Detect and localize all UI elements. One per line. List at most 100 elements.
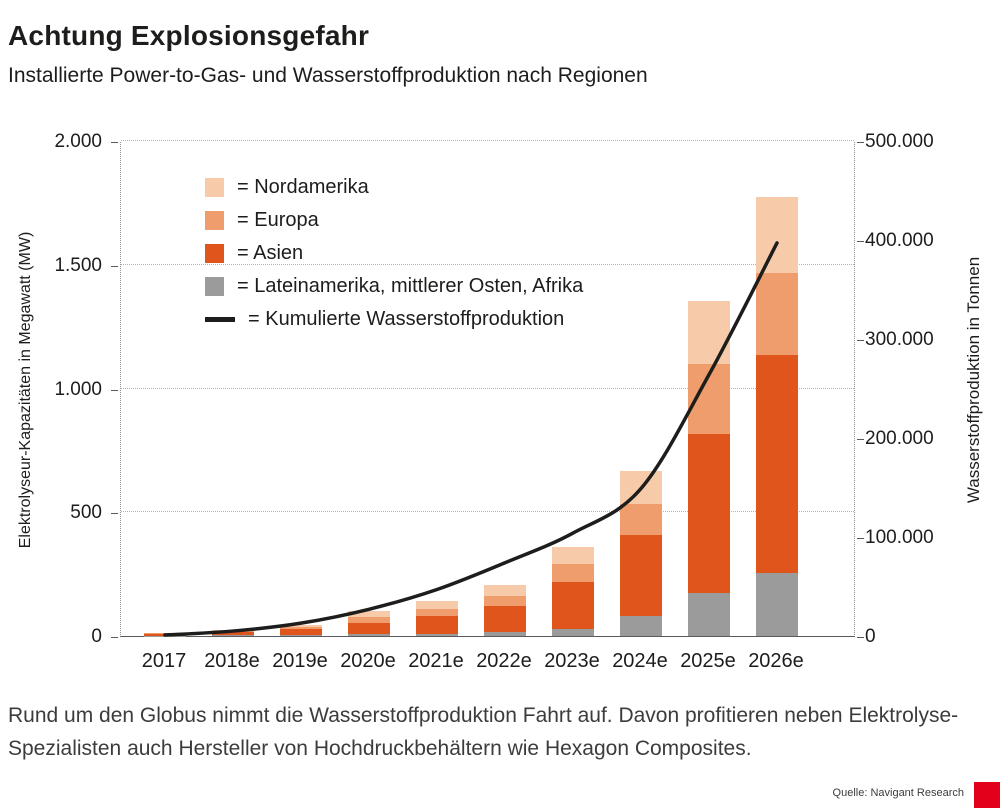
bar-segment-lateinamerika (280, 634, 322, 636)
x-axis-label-2017: 2017 (141, 650, 187, 672)
page-title: Achtung Explosionsgefahr (8, 20, 370, 51)
source-text: Quelle: Navigant Research (832, 787, 964, 799)
right-axis-tick: 200.000 (865, 428, 934, 449)
right-axis-tick: 300.000 (865, 329, 934, 350)
gridlines (121, 140, 854, 636)
bar-segment-asien (484, 606, 526, 633)
left-axis-tick: 500 (70, 502, 102, 524)
bar-segment-europa (280, 626, 322, 629)
bar-segment-nordamerika (552, 546, 594, 565)
plot-area (120, 140, 855, 637)
right-axis-title: Wasserstoffproduktion in Tonnen (964, 256, 983, 504)
left-tick-mark (111, 389, 118, 391)
bar-segment-europa (756, 273, 798, 356)
legend-item: = Asien (205, 242, 583, 265)
right-axis-tick: 400.000 (865, 230, 934, 251)
trend-line (163, 241, 779, 637)
bar-2022e (484, 585, 526, 636)
legend-label: = Asien (237, 242, 304, 264)
bar-segment-lateinamerika (620, 616, 662, 636)
bar-segment-asien (756, 355, 798, 573)
gridline (121, 140, 854, 141)
bar-segment-europa (552, 564, 594, 582)
x-axis-label-2024e: 2024e (612, 650, 668, 672)
bar-2021e (416, 601, 458, 636)
bar-segment-europa (484, 595, 526, 607)
x-axis-label-2018e: 2018e (204, 650, 260, 672)
right-axis-tick: 500.000 (865, 131, 934, 152)
bar-segment-asien (552, 581, 594, 629)
gridline (121, 511, 854, 513)
left-tick-mark (111, 513, 118, 515)
right-tick-mark (857, 439, 864, 440)
bar-segment-nordamerika (416, 601, 458, 610)
bar-segment-europa (620, 503, 662, 535)
trend-line-path (163, 241, 779, 637)
publisher-logo (974, 782, 1000, 808)
bar-segment-europa (416, 609, 458, 617)
x-axis-label-2026e: 2026e (748, 650, 804, 672)
bar-segment-nordamerika (756, 196, 798, 274)
bar-segment-lateinamerika (484, 632, 526, 636)
legend-label: = Nordamerika (237, 176, 369, 198)
bar-segment-nordamerika (348, 611, 390, 617)
legend-item: = Nordamerika (205, 176, 583, 199)
bar-segment-europa (348, 616, 390, 624)
gridline (121, 387, 854, 389)
right-tick-mark (857, 340, 864, 341)
bar-segment-asien (212, 631, 254, 636)
bar-segment-asien (688, 434, 730, 593)
legend-item: = Lateinamerika, mittlerer Osten, Afrika (205, 275, 583, 298)
right-tick-mark (857, 538, 864, 539)
x-axis-label-2019e: 2019e (272, 650, 328, 672)
left-tick-mark (111, 265, 118, 267)
bar-segment-asien (280, 628, 322, 635)
bar-segment-nordamerika (280, 624, 322, 627)
legend-label: = Europa (237, 209, 319, 231)
left-axis-tick: 1.000 (54, 378, 102, 400)
gridline (121, 263, 854, 265)
legend-color-swatch (205, 178, 224, 197)
legend-line-swatch (205, 317, 235, 322)
x-axis-label-2021e: 2021e (408, 650, 464, 672)
page-subtitle: Installierte Power-to-Gas- und Wassersto… (8, 64, 648, 87)
bar-2019e (280, 624, 322, 636)
legend-item: = Kumulierte Wasserstoffproduktion (205, 308, 583, 331)
right-tick-mark (857, 637, 864, 638)
bar-segment-asien (416, 616, 458, 634)
bar-2023e (552, 546, 594, 636)
bar-segment-lateinamerika (416, 633, 458, 636)
right-axis-tick: 100.000 (865, 527, 934, 548)
left-tick-mark (111, 637, 118, 638)
bar-segment-lateinamerika (552, 628, 594, 636)
x-axis-label-2020e: 2020e (340, 650, 396, 672)
right-tick-mark (857, 142, 864, 143)
bar-segment-lateinamerika (756, 572, 798, 636)
right-tick-mark (857, 241, 864, 242)
left-axis-tick: 0 (91, 626, 102, 647)
legend-color-swatch (205, 244, 224, 263)
bar-segment-asien (620, 534, 662, 617)
left-axis-tick: 1.500 (54, 254, 102, 276)
left-axis-tick: 2.000 (54, 131, 102, 152)
bar-2025e (688, 300, 730, 636)
legend-color-swatch (205, 211, 224, 230)
bar-segment-lateinamerika (348, 634, 390, 636)
legend-label: = Lateinamerika, mittlerer Osten, Afrika (237, 275, 584, 297)
legend-item: = Europa (205, 209, 583, 232)
right-axis-tick: 0 (865, 626, 876, 647)
bar-segment-asien (348, 623, 390, 635)
chart-legend: = Nordamerika = Europa = Asien = Lateinamer… (205, 176, 583, 331)
bar-segment-nordamerika (484, 585, 526, 596)
bar-segment-nordamerika (688, 300, 730, 364)
legend-color-swatch (205, 277, 224, 296)
bar-segment-lateinamerika (688, 592, 730, 636)
caption-text: Rund um den Globus nimmt die Wasserstoff… (8, 704, 959, 760)
bar-2020e (348, 611, 390, 636)
legend-label: = Kumulierte Wasserstoffproduktion (248, 308, 565, 330)
bar-2026e (756, 196, 798, 636)
left-tick-mark (111, 142, 118, 143)
bar-series (121, 142, 854, 636)
x-axis-label-2022e: 2022e (476, 650, 532, 672)
